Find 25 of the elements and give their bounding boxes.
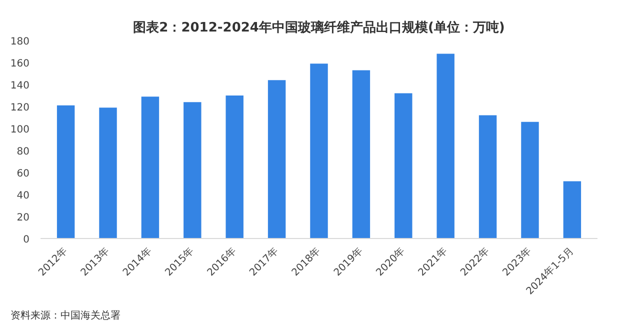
y-tick-label: 100 <box>10 124 30 136</box>
bar <box>563 181 582 238</box>
y-tick-label: 120 <box>10 102 30 114</box>
bar <box>394 93 412 238</box>
bar <box>141 96 160 238</box>
text: 资料来源：中国海关总署 <box>10 310 120 322</box>
bar <box>99 108 117 238</box>
y-tick-label: 20 <box>16 212 30 224</box>
bar <box>56 105 75 238</box>
bar <box>268 80 286 238</box>
bar <box>352 70 370 238</box>
bar <box>310 64 328 238</box>
y-tick-label: 0 <box>23 234 30 246</box>
bar <box>184 102 202 238</box>
y-tick-label: 80 <box>16 146 30 158</box>
chart-title: 图表2：2012-2024年中国玻璃纤维产品出口规模(单位：万吨) <box>133 20 505 36</box>
bar <box>478 115 497 238</box>
y-tick-label: 160 <box>10 58 30 70</box>
y-tick-label: 140 <box>10 80 30 92</box>
bar <box>226 96 244 238</box>
bar <box>521 122 539 238</box>
bar <box>436 54 454 238</box>
y-tick-label: 60 <box>16 168 30 180</box>
y-tick-label: 40 <box>16 190 30 202</box>
y-tick-label: 180 <box>10 36 30 48</box>
